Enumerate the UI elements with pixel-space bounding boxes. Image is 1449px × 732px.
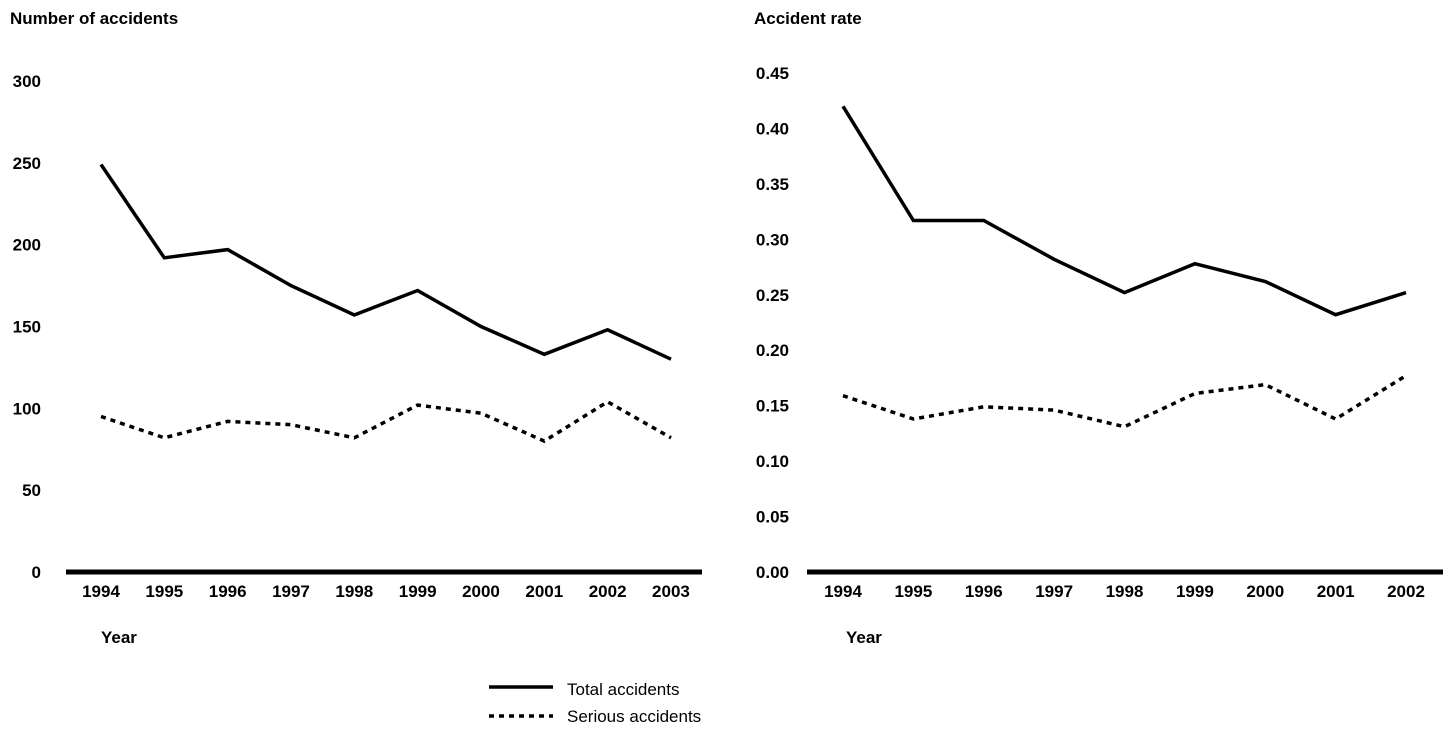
x-tick-label-rate-1997: 1997	[1035, 582, 1073, 601]
x-tick-label-rate-1996: 1996	[965, 582, 1003, 601]
y-tick-label-rate-0-20: 0.20	[756, 341, 789, 360]
y-tick-label-rate-0-25: 0.25	[756, 286, 789, 305]
series-line-total-accidents-count	[99, 163, 672, 361]
y-tick-label-rate-0-30: 0.30	[756, 230, 789, 249]
y-tick-label-count-150: 150	[13, 318, 41, 337]
series-line-serious-accidents-count	[100, 399, 672, 444]
chart-panel-accident-rate: Accident rate Year 0.00 0.05 0.10 0.15 0.20 0.2…	[754, 9, 1443, 647]
x-axis-title-count: Year	[101, 628, 137, 647]
chart-legend: Total accidents Serious accidents	[489, 680, 701, 726]
x-tick-label-count-1995: 1995	[145, 582, 183, 601]
x-tick-label-count-2002: 2002	[589, 582, 627, 601]
legend-label-total-accidents: Total accidents	[567, 680, 679, 699]
chart-panel-accident-count: Number of accidents Year 0 50 100 150 200 250 30…	[10, 9, 702, 647]
x-axis-title-rate: Year	[846, 628, 882, 647]
y-axis-title-rate: Accident rate	[754, 9, 862, 28]
x-tick-label-rate-1994: 1994	[824, 582, 862, 601]
y-tick-label-rate-0-10: 0.10	[756, 452, 789, 471]
y-tick-label-count-250: 250	[13, 154, 41, 173]
x-tick-label-count-1999: 1999	[399, 582, 437, 601]
x-tick-label-count-1998: 1998	[335, 582, 373, 601]
y-tick-label-count-0: 0	[32, 563, 41, 582]
series-line-serious-accidents-rate	[842, 374, 1407, 429]
y-axis-title-count: Number of accidents	[10, 9, 178, 28]
x-tick-label-rate-1998: 1998	[1106, 582, 1144, 601]
x-tick-label-count-2003: 2003	[652, 582, 690, 601]
series-line-total-accidents-rate	[841, 105, 1407, 317]
x-tick-label-rate-2000: 2000	[1246, 582, 1284, 601]
y-tick-label-rate-0-05: 0.05	[756, 508, 789, 527]
x-tick-label-count-1994: 1994	[82, 582, 120, 601]
y-tick-label-count-100: 100	[13, 399, 41, 418]
legend-label-serious-accidents: Serious accidents	[567, 707, 701, 726]
x-tick-label-count-1996: 1996	[209, 582, 247, 601]
y-tick-label-rate-0-15: 0.15	[756, 397, 789, 416]
y-tick-label-count-50: 50	[22, 481, 41, 500]
y-tick-label-rate-0-40: 0.40	[756, 119, 789, 138]
y-tick-label-rate-0-45: 0.45	[756, 64, 789, 83]
x-tick-label-rate-1999: 1999	[1176, 582, 1214, 601]
x-tick-label-rate-2001: 2001	[1317, 582, 1355, 601]
x-tick-label-count-2001: 2001	[525, 582, 563, 601]
x-tick-label-count-1997: 1997	[272, 582, 310, 601]
y-tick-label-rate-0-35: 0.35	[756, 175, 789, 194]
y-tick-label-count-200: 200	[13, 236, 41, 255]
x-tick-label-rate-2002: 2002	[1387, 582, 1425, 601]
y-tick-label-rate-0-00: 0.00	[756, 563, 789, 582]
x-tick-label-rate-1995: 1995	[894, 582, 932, 601]
y-tick-label-count-300: 300	[13, 72, 41, 91]
x-tick-label-count-2000: 2000	[462, 582, 500, 601]
